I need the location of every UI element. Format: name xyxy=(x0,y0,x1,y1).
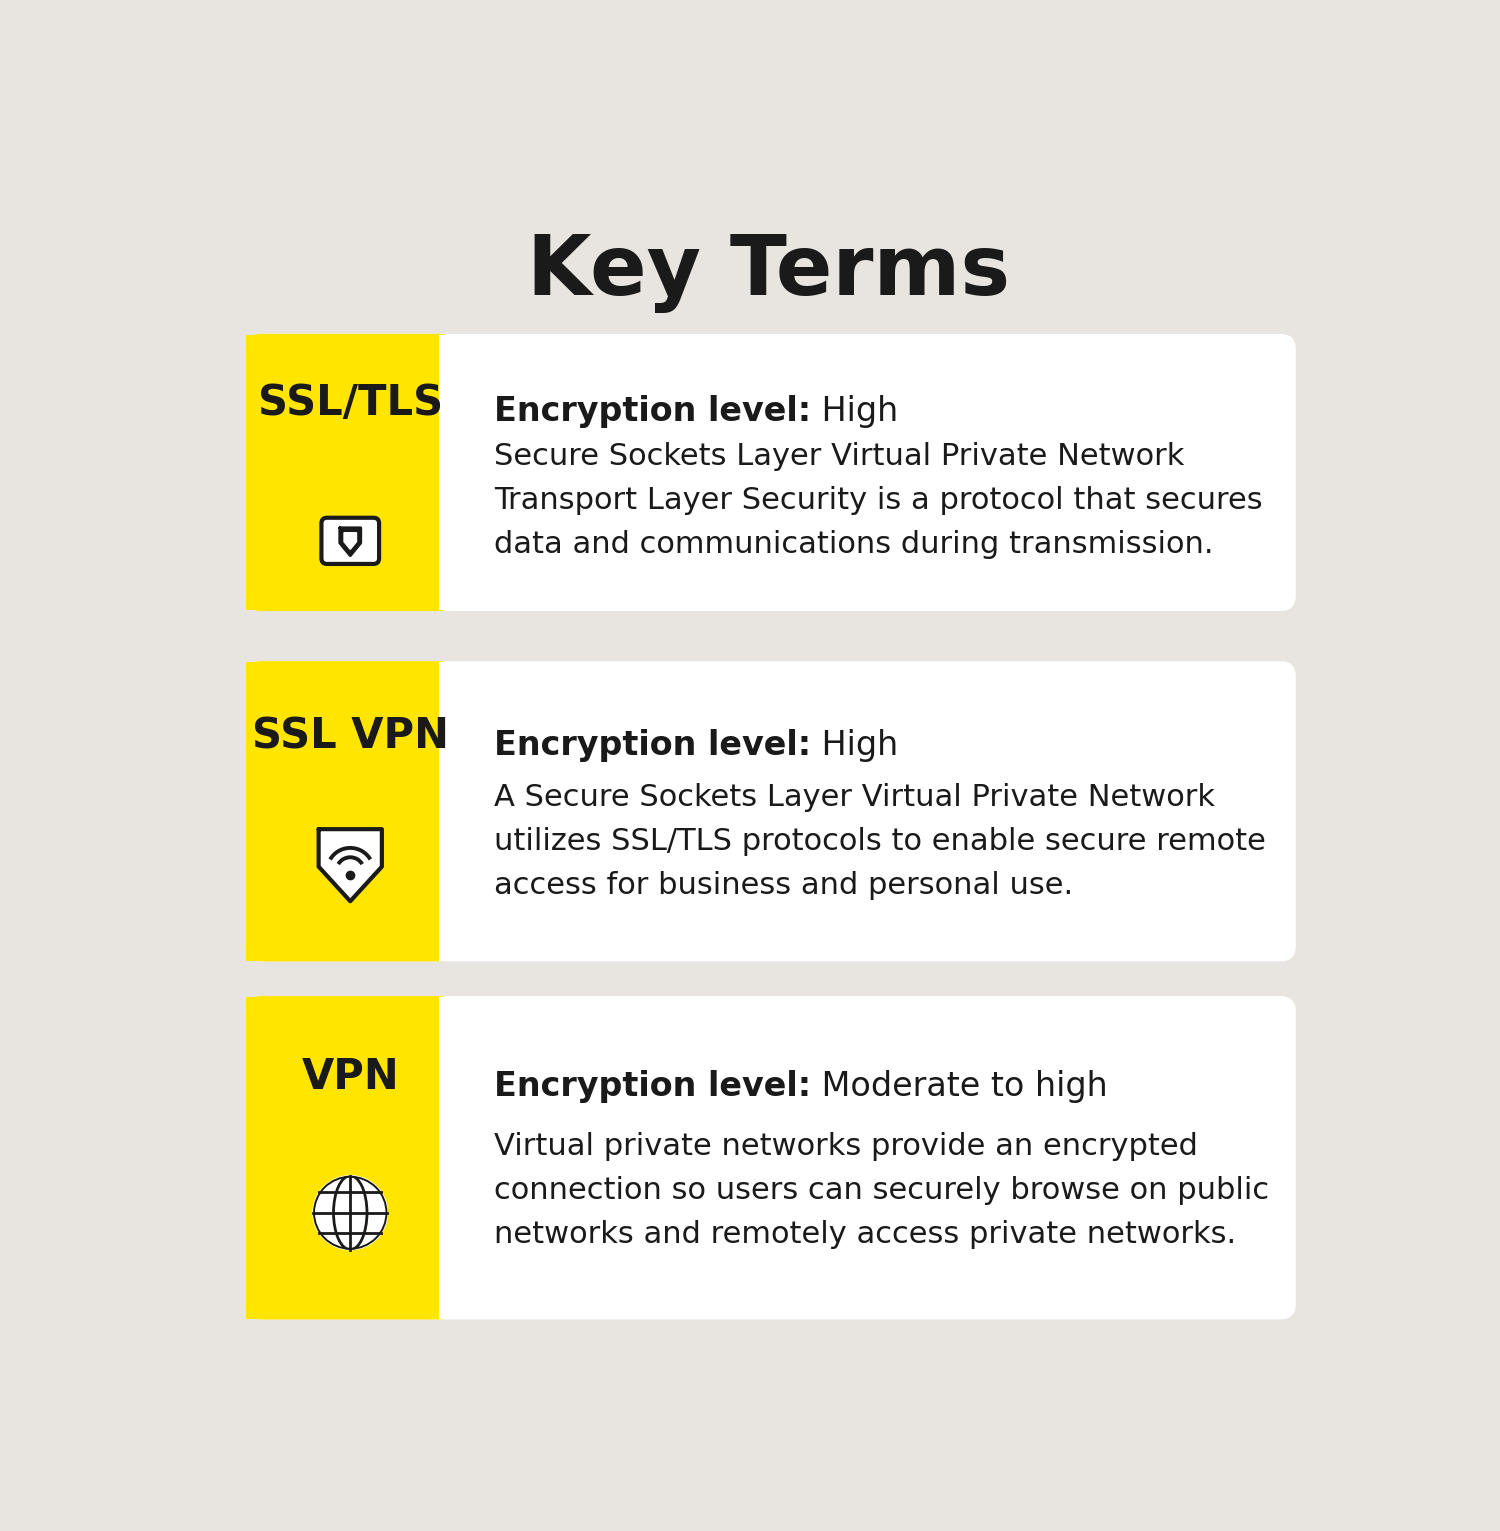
Text: Secure Sockets Layer Virtual Private Network
Transport Layer Security is a proto: Secure Sockets Layer Virtual Private Net… xyxy=(494,442,1263,559)
Text: VPN: VPN xyxy=(302,1056,399,1098)
Bar xyxy=(246,335,440,611)
Text: Encryption level:: Encryption level: xyxy=(494,1070,810,1104)
FancyBboxPatch shape xyxy=(246,997,1296,1320)
Text: SSL VPN: SSL VPN xyxy=(252,715,448,758)
Circle shape xyxy=(314,1176,387,1249)
Text: Encryption level:: Encryption level: xyxy=(494,395,810,429)
Text: High: High xyxy=(810,729,898,762)
FancyBboxPatch shape xyxy=(321,517,380,563)
FancyBboxPatch shape xyxy=(246,661,454,961)
Text: Moderate to high: Moderate to high xyxy=(810,1070,1107,1104)
Polygon shape xyxy=(336,479,364,517)
Text: A Secure Sockets Layer Virtual Private Network
utilizes SSL/TLS protocols to ena: A Secure Sockets Layer Virtual Private N… xyxy=(494,782,1266,900)
Polygon shape xyxy=(318,830,382,902)
Polygon shape xyxy=(344,533,357,550)
Bar xyxy=(438,335,456,611)
FancyBboxPatch shape xyxy=(246,997,454,1320)
Bar xyxy=(438,661,456,960)
Text: SSL/TLS: SSL/TLS xyxy=(258,383,442,424)
Text: Encryption level:: Encryption level: xyxy=(494,729,810,762)
Bar xyxy=(438,997,456,1318)
FancyBboxPatch shape xyxy=(246,661,1296,961)
Bar xyxy=(246,997,440,1318)
Text: High: High xyxy=(810,395,898,429)
Polygon shape xyxy=(340,528,360,556)
FancyBboxPatch shape xyxy=(246,334,454,611)
FancyBboxPatch shape xyxy=(246,334,1296,611)
Text: Key Terms: Key Terms xyxy=(526,231,1011,312)
Bar xyxy=(246,661,440,960)
Text: Virtual private networks provide an encrypted
connection so users can securely b: Virtual private networks provide an encr… xyxy=(494,1131,1269,1249)
